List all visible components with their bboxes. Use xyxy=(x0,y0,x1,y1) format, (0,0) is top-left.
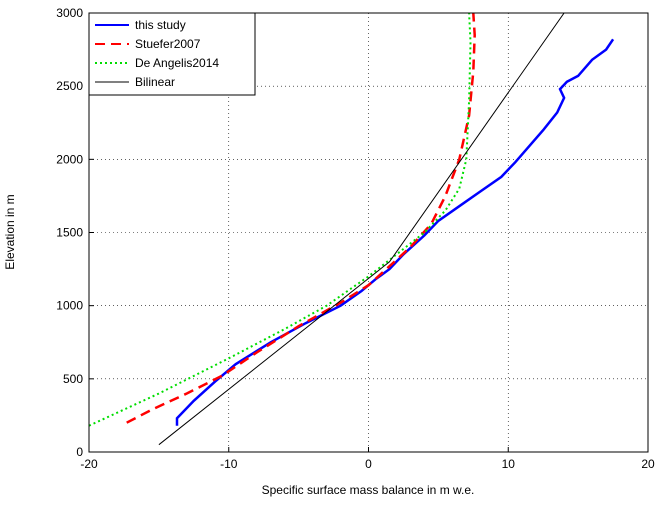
y-axis-label: Elevation in m xyxy=(3,194,17,269)
legend-label: this study xyxy=(135,18,186,32)
series-line xyxy=(158,13,565,446)
legend-box xyxy=(88,12,256,96)
x-tick-label: -20 xyxy=(80,457,98,471)
x-tick-label: 10 xyxy=(502,457,516,471)
y-tick-label: 2500 xyxy=(56,79,83,93)
y-tick-label: 1000 xyxy=(56,299,83,313)
x-tick-label: 0 xyxy=(365,457,372,471)
y-tick-label: 2000 xyxy=(56,152,83,166)
y-tick-label: 1500 xyxy=(56,226,83,240)
series-line xyxy=(126,13,476,424)
plot-frame xyxy=(88,12,649,453)
series-line xyxy=(89,13,472,427)
series-line xyxy=(175,38,615,426)
x-tick-label: 20 xyxy=(641,457,655,471)
legend-label: Stuefer2007 xyxy=(135,37,201,51)
x-axis-label: Specific surface mass balance in m w.e. xyxy=(262,483,475,497)
y-tick-label: 3000 xyxy=(56,6,83,20)
y-tick-label: 500 xyxy=(63,372,83,386)
legend-label: Bilinear xyxy=(135,75,175,89)
x-tick-label: -10 xyxy=(220,457,238,471)
legend-label: De Angelis2014 xyxy=(135,56,219,70)
y-tick-label: 0 xyxy=(76,445,83,459)
